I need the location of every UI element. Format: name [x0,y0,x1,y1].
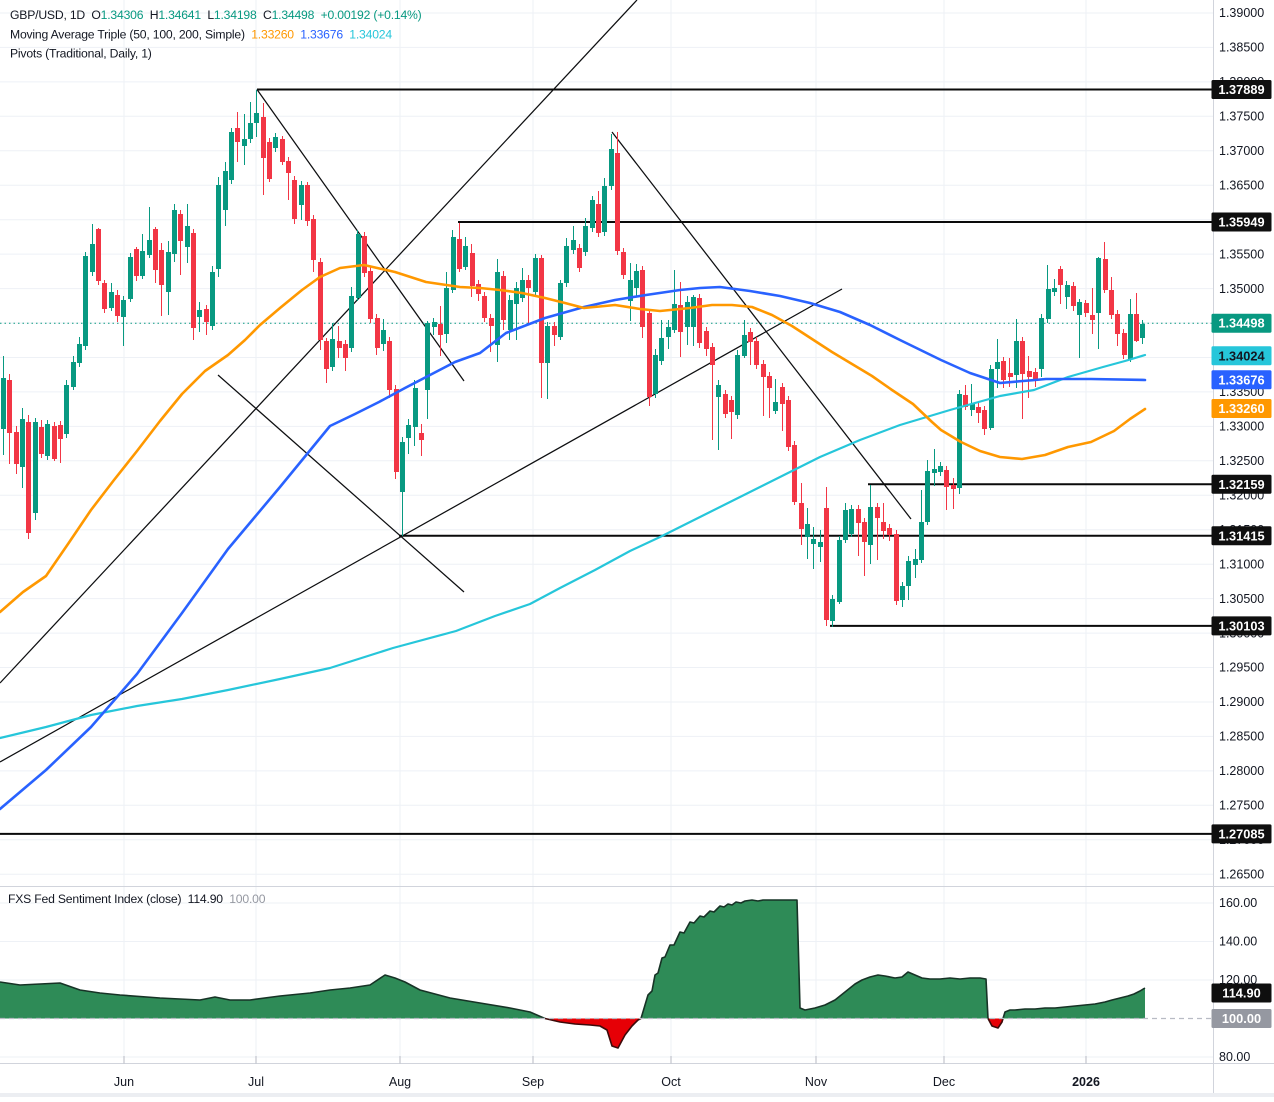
svg-text:1.27085: 1.27085 [1218,826,1264,841]
svg-text:Aug: Aug [389,1075,411,1089]
svg-text:1.38500: 1.38500 [1219,41,1264,55]
svg-text:FXS Fed Sentiment Index (close: FXS Fed Sentiment Index (close) 114.90 1… [8,892,266,906]
svg-text:1.37500: 1.37500 [1219,110,1264,124]
svg-text:1.29000: 1.29000 [1219,695,1264,709]
svg-text:1.30103: 1.30103 [1218,618,1264,633]
svg-text:140.00: 140.00 [1219,935,1257,949]
svg-text:Jul: Jul [248,1075,264,1089]
svg-text:Pivots (Traditional, Daily, 1): Pivots (Traditional, Daily, 1) [10,47,152,61]
svg-text:1.27500: 1.27500 [1219,799,1264,813]
svg-text:1.35000: 1.35000 [1219,282,1264,296]
svg-text:Oct: Oct [661,1075,681,1089]
svg-text:1.33000: 1.33000 [1219,420,1264,434]
svg-text:1.29500: 1.29500 [1219,661,1264,675]
svg-text:160.00: 160.00 [1219,896,1257,910]
svg-text:Jun: Jun [114,1075,134,1089]
svg-text:Moving Average Triple (50, 100: Moving Average Triple (50, 100, 200, Sim… [10,28,392,42]
svg-text:1.33260: 1.33260 [1218,401,1264,416]
svg-text:1.34498: 1.34498 [1218,316,1264,331]
svg-text:1.31415: 1.31415 [1218,528,1264,543]
svg-text:1.26500: 1.26500 [1219,868,1264,882]
svg-text:100.00: 100.00 [1222,1011,1261,1026]
svg-text:Dec: Dec [933,1075,955,1089]
svg-text:1.39000: 1.39000 [1219,6,1264,20]
svg-text:1.37889: 1.37889 [1218,82,1264,97]
svg-text:1.35949: 1.35949 [1218,215,1264,230]
svg-text:GBP/USD, 1D O1.34306 H1.3464: GBP/USD, 1D O1.34306 H1.34641 L1.34198 C… [10,8,422,22]
svg-text:114.90: 114.90 [1222,986,1260,1001]
svg-text:1.32500: 1.32500 [1219,454,1264,468]
svg-text:Sep: Sep [522,1075,544,1089]
svg-text:1.34024: 1.34024 [1218,348,1265,363]
svg-text:1.36500: 1.36500 [1219,178,1264,192]
svg-text:1.35500: 1.35500 [1219,247,1264,261]
svg-text:1.32159: 1.32159 [1218,477,1264,492]
svg-text:1.30500: 1.30500 [1219,592,1264,606]
svg-text:1.33676: 1.33676 [1218,372,1264,387]
svg-text:1.28500: 1.28500 [1219,730,1264,744]
svg-text:80.00: 80.00 [1219,1050,1250,1064]
svg-text:1.31000: 1.31000 [1219,557,1264,571]
svg-text:Nov: Nov [805,1075,828,1089]
svg-text:2026: 2026 [1072,1075,1100,1089]
svg-text:1.37000: 1.37000 [1219,144,1264,158]
svg-text:1.28000: 1.28000 [1219,764,1264,778]
